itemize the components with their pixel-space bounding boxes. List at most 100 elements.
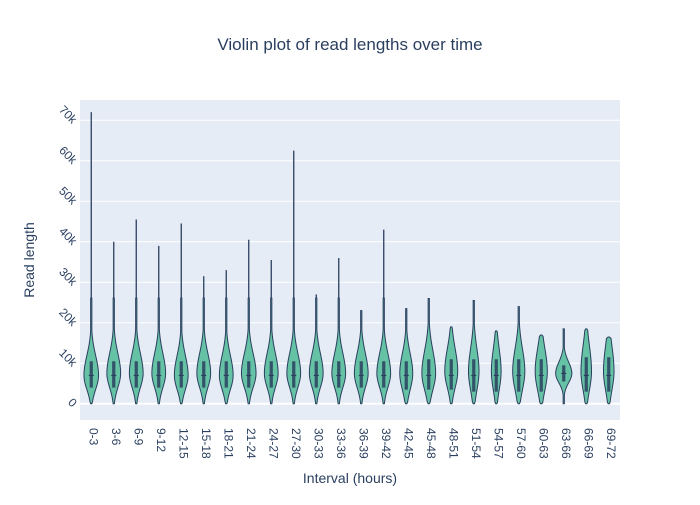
x-tick-label: 15-18	[199, 428, 213, 459]
violin	[240, 239, 257, 405]
violin-body	[331, 297, 347, 405]
x-tick-label: 27-30	[289, 428, 303, 459]
y-axis-ticks: 0 10k 20k 30k 40k 50k 60k 70k	[56, 103, 80, 410]
violin	[331, 257, 347, 405]
violin	[128, 219, 144, 405]
violin	[580, 328, 593, 405]
violin-body	[173, 297, 189, 405]
violin-body	[218, 297, 234, 405]
violin-body	[512, 306, 526, 405]
violin	[602, 336, 615, 405]
violin-iqr-box	[202, 361, 206, 388]
x-tick-label: 60-63	[536, 428, 550, 459]
x-tick-label: 24-27	[266, 428, 280, 459]
violin	[218, 270, 234, 405]
violin-iqr-box	[584, 357, 588, 392]
violin-body	[83, 297, 100, 405]
x-tick-label: 42-45	[401, 428, 415, 459]
y-tick-label: 40k	[56, 224, 80, 248]
x-tick-label: 54-57	[491, 428, 505, 459]
violin	[512, 306, 526, 405]
x-axis-ticks: 0-3 3-6 6-9 9-12 12-15 15-18 18-21 21-24 24-27 27…	[86, 428, 618, 459]
violin-body	[151, 297, 167, 405]
violin	[83, 112, 100, 405]
violin-body	[106, 297, 122, 405]
violin	[421, 297, 437, 405]
x-tick-label: 3-6	[109, 428, 123, 446]
grid-lines	[80, 119, 620, 405]
violin-body	[286, 297, 302, 405]
violin-iqr-box	[359, 361, 363, 388]
y-tick-label: 30k	[56, 265, 80, 289]
violin	[555, 328, 573, 405]
violin	[490, 330, 502, 405]
y-tick-label: 50k	[56, 184, 80, 208]
violin	[353, 310, 369, 405]
violin-iqr-box	[292, 361, 296, 388]
violin-iqr-box	[134, 361, 138, 388]
y-tick-label: 70k	[56, 103, 80, 127]
violin-iqr-box	[112, 361, 116, 388]
x-tick-label: 18-21	[221, 428, 235, 459]
y-axis-label: Read length	[21, 222, 37, 298]
x-tick-label: 51-54	[469, 428, 483, 459]
violins	[83, 112, 615, 405]
x-tick-label: 63-66	[559, 428, 573, 459]
violin-body	[308, 297, 324, 405]
violin-body	[353, 310, 369, 405]
violin-iqr-box	[247, 361, 251, 388]
x-tick-label: 0-3	[86, 428, 100, 446]
violin-iqr-box	[179, 361, 183, 388]
violin-body	[421, 297, 437, 405]
y-tick-label: 0	[65, 395, 80, 410]
violin-body	[399, 308, 414, 405]
violin-body	[240, 297, 257, 405]
y-tick-label: 10k	[56, 346, 80, 370]
x-tick-label: 39-42	[379, 428, 393, 459]
violin-iqr-box	[337, 361, 341, 388]
x-tick-label: 36-39	[356, 428, 370, 459]
x-tick-label: 57-60	[514, 428, 528, 459]
violin	[263, 260, 279, 405]
x-tick-label: 48-51	[446, 428, 460, 459]
violin-iqr-box	[427, 359, 431, 390]
x-tick-label: 21-24	[244, 428, 258, 459]
x-tick-label: 30-33	[311, 428, 325, 459]
x-tick-label: 6-9	[131, 428, 145, 446]
violin-body	[467, 300, 480, 405]
x-tick-label: 33-36	[334, 428, 348, 459]
y-tick-label: 60k	[56, 143, 80, 167]
chart-title: Violin plot of read lengths over time	[217, 35, 482, 54]
violin-iqr-box	[224, 361, 228, 388]
violin	[376, 229, 392, 405]
x-tick-label: 45-48	[424, 428, 438, 459]
violin-body	[196, 297, 212, 405]
violin	[444, 326, 459, 405]
violin-iqr-box	[382, 361, 386, 388]
violin	[286, 150, 302, 405]
violin	[196, 276, 212, 405]
violin-iqr-box	[607, 357, 611, 392]
x-tick-label: 12-15	[176, 428, 190, 459]
violin-body	[376, 297, 392, 405]
violin	[173, 223, 189, 405]
violin-iqr-box	[314, 361, 318, 388]
y-tick-label: 20k	[56, 305, 80, 329]
violin	[399, 308, 414, 405]
violin	[308, 294, 324, 405]
x-tick-label: 69-72	[604, 428, 618, 459]
x-tick-label: 9-12	[154, 428, 168, 452]
x-axis-label: Interval (hours)	[303, 470, 397, 486]
violin-iqr-box	[89, 361, 93, 388]
plot-area	[80, 100, 620, 420]
violin-iqr-box	[449, 359, 453, 390]
violin-iqr-box	[269, 361, 273, 388]
violin-body	[263, 297, 279, 405]
violin	[151, 245, 167, 405]
x-tick-label: 66-69	[581, 428, 595, 459]
violin-body	[128, 297, 144, 405]
violin	[534, 334, 548, 405]
violin-iqr-box	[157, 361, 161, 388]
